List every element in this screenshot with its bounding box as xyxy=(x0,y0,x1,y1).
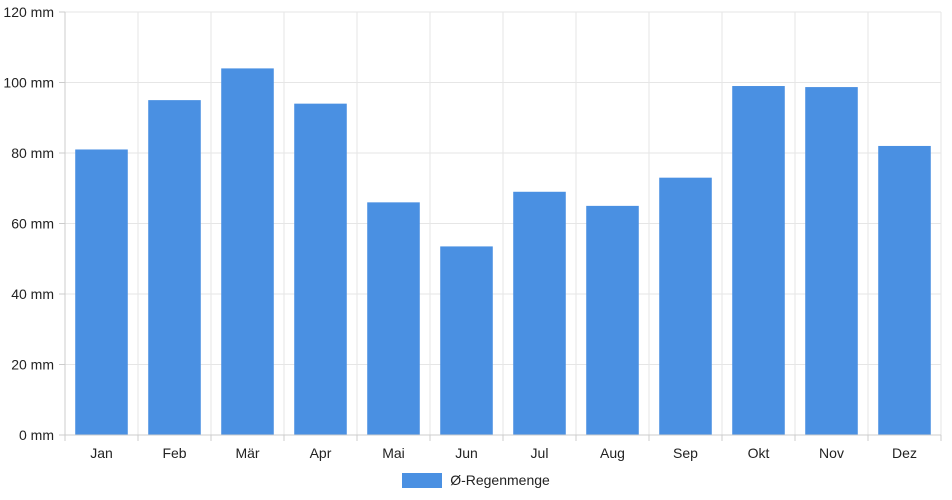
x-tick-label: Mai xyxy=(382,445,405,461)
x-tick-label: Feb xyxy=(162,445,186,461)
x-axis-tick-labels: Jan Feb Mär Apr Mai Jun Jul Aug Sep Okt Nov Dez xyxy=(90,445,917,461)
x-tick-label: Dez xyxy=(892,445,917,461)
x-tick-label: Apr xyxy=(310,445,332,461)
y-tick-label: 120 mm xyxy=(3,4,54,20)
y-tick-label: 100 mm xyxy=(3,75,54,91)
bar-mai[interactable] xyxy=(367,202,420,435)
bar-sep[interactable] xyxy=(659,177,712,436)
y-tick-label: 20 mm xyxy=(11,357,54,373)
bar-chart: 0 mm 20 mm 40 mm 60 mm 80 mm 100 mm 120 mm Jan… xyxy=(3,4,942,461)
bar-jul[interactable] xyxy=(513,191,566,435)
grid-lines xyxy=(64,11,942,436)
axes xyxy=(59,11,942,441)
y-tick-label: 60 mm xyxy=(11,216,54,232)
bar-feb[interactable] xyxy=(148,100,201,435)
bars xyxy=(75,68,931,436)
bar-mär[interactable] xyxy=(221,68,274,436)
x-tick-label: Okt xyxy=(748,445,770,461)
x-tick-label: Jun xyxy=(455,445,478,461)
x-tick-label: Sep xyxy=(673,445,698,461)
bar-aug[interactable] xyxy=(586,205,639,435)
bar-apr[interactable] xyxy=(294,103,347,436)
legend-label: Ø-Regenmenge xyxy=(450,472,550,488)
y-axis-tick-labels: 0 mm 20 mm 40 mm 60 mm 80 mm 100 mm 120 mm xyxy=(3,4,54,443)
bar-dez[interactable] xyxy=(878,145,931,435)
x-tick-label: Nov xyxy=(819,445,844,461)
y-tick-label: 80 mm xyxy=(11,145,54,161)
bar-jan[interactable] xyxy=(75,149,128,435)
y-tick-label: 40 mm xyxy=(11,286,54,302)
legend-swatch xyxy=(402,472,443,488)
bar-nov[interactable] xyxy=(805,87,858,436)
legend[interactable]: Ø-Regenmenge xyxy=(0,472,952,488)
bar-okt[interactable] xyxy=(732,86,785,436)
x-tick-label: Aug xyxy=(600,445,625,461)
x-tick-label: Mär xyxy=(235,445,259,461)
y-tick-label: 0 mm xyxy=(19,427,54,443)
bar-jun[interactable] xyxy=(440,246,493,435)
x-tick-label: Jul xyxy=(531,445,549,461)
x-tick-label: Jan xyxy=(90,445,113,461)
